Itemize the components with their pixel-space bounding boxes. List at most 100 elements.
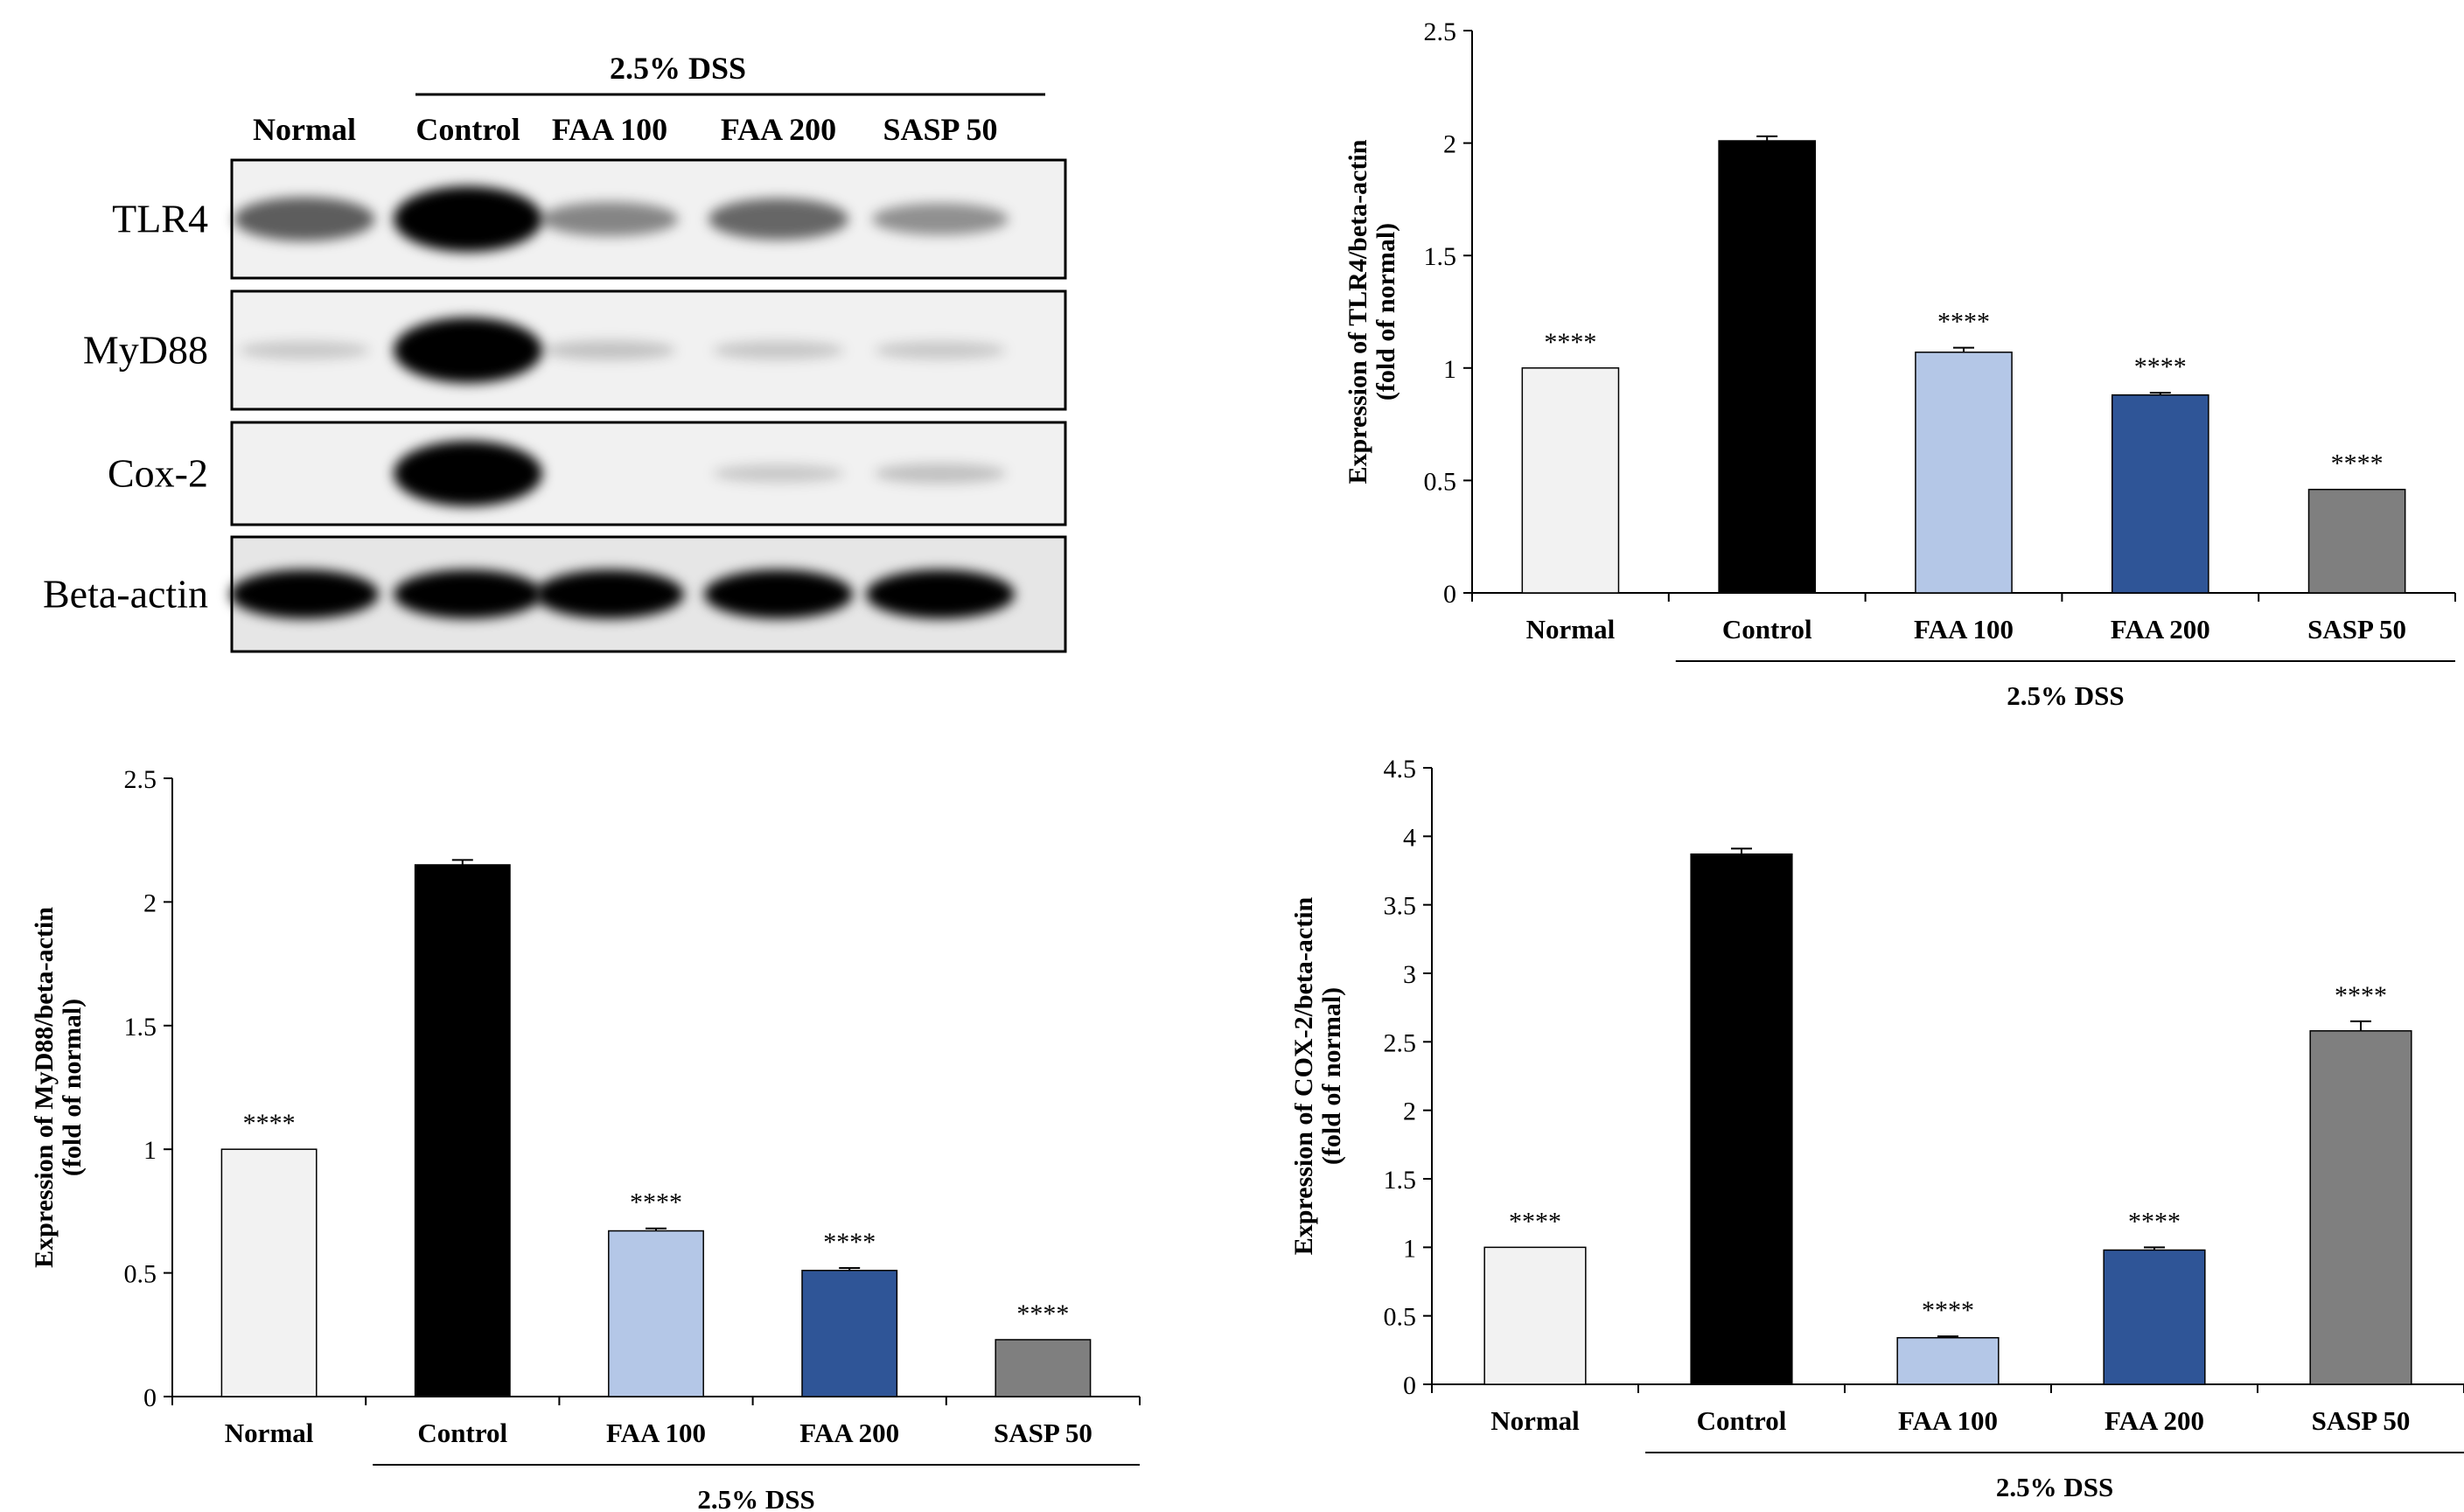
significance-sasp-50: **** — [1016, 1299, 1069, 1328]
band-myd88-sasp-50 — [874, 340, 1007, 360]
band-myd88-normal — [238, 340, 371, 360]
y-tick-label: 1 — [1403, 1234, 1416, 1263]
y-tick-label: 1 — [143, 1136, 157, 1165]
band-cox-2-sasp-50 — [874, 463, 1007, 484]
y-tick-label: 2 — [1403, 1097, 1416, 1126]
blot-strip-beta-actin — [230, 535, 1067, 653]
bar-control — [414, 864, 511, 1397]
y-tick-label: 4.5 — [1384, 755, 1417, 784]
bar-normal — [1521, 367, 1620, 594]
blot-lane-labels: Normal Control FAA 100 FAA 200 SASP 50 — [253, 112, 998, 147]
group-bracket-label: 2.5% DSS — [1996, 1472, 2113, 1502]
blot-strip-myd88 — [230, 289, 1067, 411]
category-label-sasp-50: SASP 50 — [994, 1418, 1092, 1448]
blot-lane-label-faa-100: FAA 100 — [552, 112, 667, 147]
myd88-bar-chart: 0 0.5 1 1.5 2 2.5 Expression of MyD88/beta-act… — [30, 765, 1141, 1512]
category-label-faa-200: FAA 200 — [2111, 614, 2210, 645]
y-tick-label: 2 — [1443, 130, 1456, 159]
category-label-faa-200: FAA 200 — [2105, 1405, 2204, 1436]
y-tick-label: 4 — [1403, 823, 1416, 852]
band-myd88-control — [394, 317, 542, 383]
y-tick-label: 2.5 — [1384, 1028, 1417, 1057]
band-tlr4-faa-200 — [708, 198, 848, 240]
bar-faa-200 — [801, 1270, 898, 1397]
y-tick-label: 0.5 — [1384, 1303, 1417, 1332]
band-tlr4-control — [394, 186, 542, 252]
significance-sasp-50: **** — [2331, 449, 2384, 478]
blot-strip-tlr4 — [230, 158, 1067, 280]
cox2-bar-chart: 0 0.5 1 1.5 2 2.5 3 3.5 4 4.5 Expression of COX-2/… — [1295, 755, 2464, 1502]
significance-sasp-50: **** — [2335, 981, 2387, 1010]
band-tlr4-faa-100 — [541, 201, 679, 237]
group-bracket-label: 2.5% DSS — [697, 1484, 814, 1512]
y-axis-label: Expression of TLR4/beta-actin — [1344, 139, 1372, 484]
band-myd88-faa-100 — [543, 340, 676, 360]
significance-normal: **** — [1509, 1207, 1561, 1236]
category-label-control: Control — [417, 1418, 507, 1448]
band-tlr4-normal — [234, 197, 375, 241]
blot-lane-label-sasp-50: SASP 50 — [883, 112, 997, 147]
band-beta-actin-control — [394, 569, 542, 619]
category-label-normal: Normal — [1526, 614, 1616, 645]
band-myd88-faa-200 — [712, 340, 845, 360]
y-tick-label: 3 — [1403, 960, 1416, 989]
bar-faa-100 — [1915, 352, 2013, 594]
bar-faa-100 — [608, 1230, 704, 1397]
bar-faa-200 — [2111, 394, 2209, 594]
blot-group-label: 2.5% DSS — [610, 51, 746, 86]
significance-faa-100: **** — [630, 1188, 682, 1217]
y-tick-label: 0.5 — [124, 1260, 157, 1289]
significance-normal: **** — [243, 1109, 296, 1138]
band-beta-actin-sasp-50 — [866, 569, 1015, 619]
blot-protein-labels: TLR4 MyD88 Cox-2 Beta-actin — [43, 197, 208, 617]
y-tick-label: 1 — [1443, 355, 1456, 384]
y-tick-label: 2 — [143, 888, 157, 917]
bar-control — [1690, 853, 1793, 1385]
blot-lane-label-faa-200: FAA 200 — [721, 112, 836, 147]
band-cox-2-control — [394, 441, 542, 506]
y-tick-label: 1.5 — [124, 1013, 157, 1042]
blot-protein-label-cox-2: Cox-2 — [108, 451, 208, 496]
significance-faa-200: **** — [823, 1228, 876, 1257]
band-beta-actin-faa-100 — [535, 569, 684, 619]
category-label-faa-100: FAA 100 — [1914, 614, 2014, 645]
blot-strips — [230, 158, 1067, 653]
bar-control — [1718, 140, 1817, 594]
bar-sasp-50 — [995, 1339, 1092, 1397]
y-tick-label: 2.5 — [1424, 17, 1457, 46]
y-tick-label: 0 — [1403, 1371, 1416, 1400]
category-label-normal: Normal — [1490, 1405, 1580, 1436]
blot-lane-label-control: Control — [415, 112, 520, 147]
blot-protein-label-tlr4: TLR4 — [112, 197, 208, 241]
band-tlr4-sasp-50 — [872, 203, 1009, 235]
y-axis-label-units: (fold of normal) — [1372, 223, 1400, 401]
tlr4-bar-chart: 0 0.5 1 1.5 2 2.5 Expression of TLR4/beta-acti… — [1344, 17, 2456, 711]
y-tick-label: 0.5 — [1424, 467, 1457, 496]
blot-protein-label-beta-actin: Beta-actin — [43, 572, 208, 617]
category-label-sasp-50: SASP 50 — [2312, 1405, 2411, 1436]
significance-faa-100: **** — [1922, 1296, 1974, 1325]
bar-faa-100 — [1896, 1336, 2000, 1385]
y-tick-label: 2.5 — [124, 765, 157, 794]
band-beta-actin-normal — [230, 569, 379, 619]
category-label-normal: Normal — [225, 1418, 314, 1448]
category-label-control: Control — [1697, 1405, 1787, 1436]
bar-sasp-50 — [2309, 1030, 2412, 1385]
significance-faa-200: **** — [2128, 1207, 2181, 1236]
category-label-sasp-50: SASP 50 — [2307, 614, 2406, 645]
blot-lane-label-normal: Normal — [253, 112, 356, 147]
bar-normal — [220, 1148, 318, 1397]
y-tick-label: 0 — [1443, 580, 1456, 609]
blot-protein-label-myd88: MyD88 — [83, 328, 208, 373]
band-cox-2-faa-200 — [712, 463, 845, 484]
category-label-faa-100: FAA 100 — [606, 1418, 706, 1448]
significance-normal: **** — [1544, 328, 1596, 357]
bar-sasp-50 — [2307, 488, 2406, 594]
y-axis-label-units: (fold of normal) — [1317, 987, 1346, 1165]
y-tick-label: 0 — [143, 1383, 157, 1412]
group-bracket-label: 2.5% DSS — [2007, 680, 2124, 711]
bar-normal — [1483, 1246, 1587, 1385]
category-label-faa-200: FAA 200 — [799, 1418, 899, 1448]
blot-strip-cox-2 — [230, 421, 1067, 526]
western-blot-panel: 2.5% DSS Normal Control FAA 100 FAA 200 SASP… — [43, 51, 1067, 653]
